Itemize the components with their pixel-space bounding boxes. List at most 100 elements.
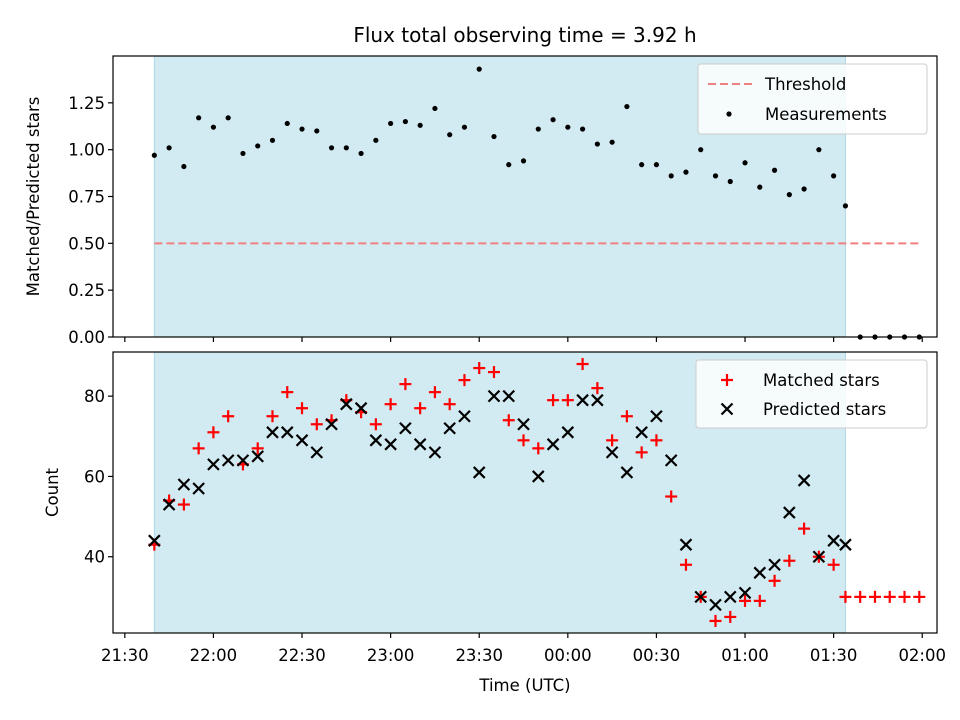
legend-matched-label: Matched stars xyxy=(763,371,880,390)
measurement-point xyxy=(181,163,187,170)
predicted-star-point xyxy=(148,534,161,547)
measurement-point xyxy=(639,162,645,168)
measurement-point xyxy=(343,145,349,151)
predicted-star-point xyxy=(266,426,279,439)
matched-star-point xyxy=(547,394,560,407)
measurement-point xyxy=(771,167,778,173)
predicted-star-point xyxy=(413,438,427,451)
y-tick-label: 0.00 xyxy=(68,328,105,347)
matched-star-point xyxy=(251,442,264,455)
matched-star-point xyxy=(868,590,881,603)
measurement-point xyxy=(683,169,689,175)
top-y-ticks: 0.00 0.25 0.50 0.75 1.00 1.25 xyxy=(68,94,113,347)
measurement-point xyxy=(727,178,733,185)
predicted-star-point xyxy=(679,538,693,551)
measurement-point xyxy=(240,150,246,157)
predicted-star-point xyxy=(487,389,501,403)
predicted-star-point xyxy=(162,498,176,511)
predicted-star-point xyxy=(532,470,545,483)
measurement-point xyxy=(447,132,453,138)
predicted-star-point xyxy=(839,538,852,551)
chart-title: Flux total observing time = 3.92 h xyxy=(353,23,696,47)
measurement-point xyxy=(757,184,763,190)
y-tick-label: 60 xyxy=(84,467,105,486)
measurement-point xyxy=(151,152,157,158)
predicted-star-point xyxy=(340,397,353,411)
predicted-star-point xyxy=(812,550,826,564)
legend-measurements-swatch xyxy=(726,111,732,117)
predicted-star-point xyxy=(635,426,648,439)
x-tick-label: 21:30 xyxy=(101,646,149,665)
predicted-star-point xyxy=(738,586,752,600)
x-tick-label: 23:30 xyxy=(455,646,503,665)
y-tick-label: 80 xyxy=(84,387,105,406)
measurement-point xyxy=(653,162,660,168)
legend-predicted-swatch xyxy=(720,402,734,416)
matched-star-point xyxy=(207,426,220,439)
matched-star-point xyxy=(620,410,633,423)
y-tick-label: 1.00 xyxy=(68,141,105,160)
x-tick-label: 22:30 xyxy=(278,646,326,665)
predicted-star-point xyxy=(251,450,264,463)
matched-star-point xyxy=(913,590,926,603)
measurement-point xyxy=(461,124,468,130)
predicted-star-point xyxy=(310,446,324,459)
legend-threshold-label: Threshold xyxy=(764,75,846,94)
predicted-star-point xyxy=(207,458,220,471)
bottom-y-axis-label: Count xyxy=(43,467,62,517)
predicted-star-point xyxy=(280,426,294,439)
matched-star-point xyxy=(591,382,604,395)
measurement-point xyxy=(786,192,792,198)
predicted-star-point xyxy=(561,426,575,439)
matched-star-point xyxy=(384,398,397,411)
measurement-point xyxy=(550,117,556,123)
x-tick-label: 01:00 xyxy=(721,646,769,665)
matched-star-point xyxy=(399,378,412,391)
matched-star-point xyxy=(854,590,867,603)
bottom-axes-frame xyxy=(112,351,938,634)
matched-star-point xyxy=(576,358,589,371)
legend-matched-swatch xyxy=(721,374,733,386)
matched-star-point xyxy=(296,402,309,415)
measurement-point xyxy=(831,173,837,179)
matched-star-point xyxy=(369,418,382,431)
predicted-star-point xyxy=(650,409,663,423)
predicted-star-point xyxy=(236,454,250,467)
y-tick-label: 0.50 xyxy=(68,234,105,253)
matched-star-point xyxy=(783,554,796,567)
predicted-star-point xyxy=(517,417,530,431)
matched-star-point xyxy=(502,414,515,427)
matched-star-point xyxy=(724,610,737,623)
predicted-star-point xyxy=(354,401,368,415)
measurement-point xyxy=(284,120,290,127)
x-tick-label: 00:00 xyxy=(544,646,592,665)
matched-star-point xyxy=(679,558,692,571)
x-tick-label: 00:30 xyxy=(633,646,681,665)
matched-star-point xyxy=(665,490,678,503)
predicted-star-point xyxy=(605,446,619,459)
star-count-panel: 40 60 80 21:30 22:00 22:30 23:00 23:30 00:00 00:… xyxy=(43,351,946,695)
matched-star-point xyxy=(458,374,471,387)
measurement-point xyxy=(402,118,408,125)
predicted-stars-points xyxy=(148,389,852,612)
bottom-legend: Matched stars Predicted stars xyxy=(695,359,928,429)
measurement-point xyxy=(388,120,394,127)
predicted-star-point xyxy=(221,454,235,467)
predicted-star-point xyxy=(458,409,471,423)
measurement-point xyxy=(579,126,586,132)
measurement-point xyxy=(255,143,261,149)
matched-star-point xyxy=(281,386,294,399)
x-tick-label: 01:30 xyxy=(810,646,858,665)
x-axis-label: Time (UTC) xyxy=(478,676,570,695)
matched-star-point xyxy=(839,590,852,603)
predicted-star-point xyxy=(428,446,442,459)
y-tick-label: 0.25 xyxy=(68,281,105,300)
predicted-star-point xyxy=(192,482,205,495)
matched-star-point xyxy=(473,362,486,375)
measurement-point xyxy=(801,186,807,192)
predicted-star-point xyxy=(620,466,634,479)
measurement-point xyxy=(816,147,822,153)
predicted-star-point xyxy=(827,534,840,547)
predicted-star-point xyxy=(723,590,737,604)
